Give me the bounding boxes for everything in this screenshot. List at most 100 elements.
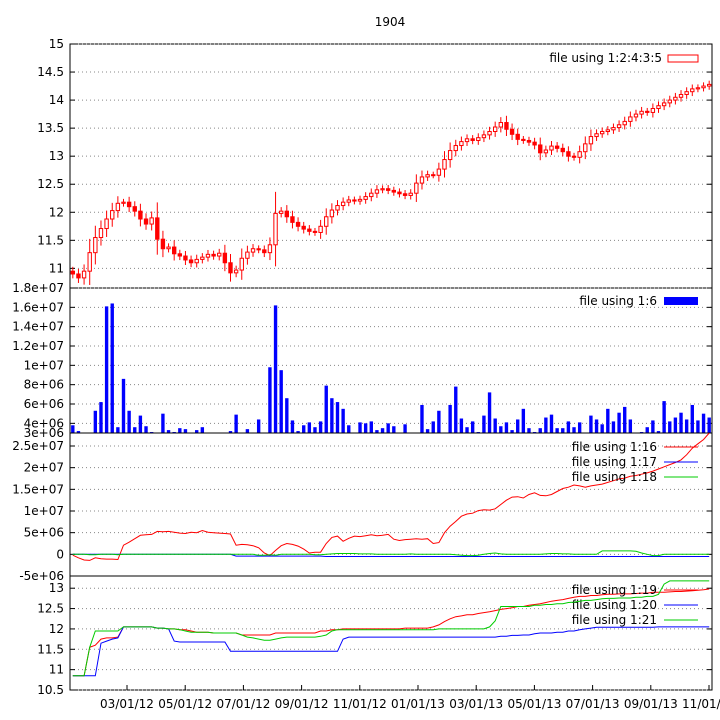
candle-body <box>171 246 177 255</box>
candle-body <box>588 136 594 145</box>
candle-body <box>233 269 239 274</box>
volume-bar <box>594 419 599 433</box>
volume-bar <box>341 408 345 433</box>
volume-bar <box>335 402 340 433</box>
volume-bar <box>380 428 385 433</box>
volume-bar <box>527 428 531 433</box>
candle-body <box>250 248 256 253</box>
volume-bar <box>116 427 120 433</box>
y-tick-label: 15 <box>49 37 64 51</box>
volume-bar <box>549 414 554 433</box>
volume-bar <box>245 429 250 433</box>
candle-body <box>335 205 340 211</box>
volume-bar <box>617 412 621 433</box>
candle-body <box>470 138 475 141</box>
legend-label: file using 1:19 <box>572 583 657 597</box>
volume-bar <box>144 426 148 433</box>
volume-bar <box>516 419 520 433</box>
x-tick-label: 11/01/13 <box>682 697 720 711</box>
volume-bar <box>577 422 582 433</box>
volume-bar <box>99 402 103 433</box>
volume-bar <box>662 401 666 433</box>
volume-bar <box>290 420 295 433</box>
candle-body <box>110 210 115 220</box>
candle-body <box>132 206 137 212</box>
volume-bar <box>375 430 379 433</box>
volume-bar <box>363 423 368 433</box>
legend-entry: file using 1:18 <box>572 470 698 484</box>
legend-label: file using 1:21 <box>572 613 657 627</box>
y-tick-label: 1.6e+07 <box>12 300 64 314</box>
candle-body <box>673 96 678 101</box>
candle-body <box>98 228 104 239</box>
candle-body <box>284 210 290 218</box>
series-line <box>72 580 710 677</box>
candle-body <box>245 251 250 259</box>
y-tick-label: -5e+06 <box>19 569 64 583</box>
volume-bar <box>448 404 452 433</box>
y-tick-label: 11 <box>49 261 64 275</box>
candle-body <box>532 141 537 146</box>
candle-body <box>515 133 520 140</box>
candle-body <box>453 145 458 152</box>
candle-body <box>481 134 487 139</box>
legend-label: file using 1:18 <box>572 470 657 484</box>
candle-body <box>301 225 306 230</box>
legend-label: file using 1:6 <box>579 294 657 308</box>
volume-bar <box>504 422 509 433</box>
legend-label: file using 1:16 <box>572 440 657 454</box>
y-tick-label: 8e+06 <box>24 378 64 392</box>
candle-body <box>76 273 81 279</box>
y-tick-label: 2.5e+07 <box>12 439 64 453</box>
candle-body <box>566 151 571 157</box>
legend: file using 1:6 <box>579 294 698 308</box>
x-tick-label: 05/01/13 <box>507 697 561 711</box>
volume-bar <box>493 418 497 433</box>
volume-bar <box>138 415 143 433</box>
volume-bar <box>420 404 424 433</box>
candle-body <box>166 246 171 250</box>
y-tick-label: 11.5 <box>37 642 64 656</box>
legend-label: file using 1:20 <box>572 598 657 612</box>
candle-body <box>340 201 346 207</box>
candle-body <box>188 259 194 264</box>
candle-body <box>639 110 644 115</box>
volume-bar <box>431 421 435 433</box>
candle-body <box>87 252 92 272</box>
volume-bar <box>200 427 205 433</box>
x-tick-label: 07/01/13 <box>566 697 620 711</box>
candle-body <box>312 230 318 233</box>
volume-bar <box>589 415 593 433</box>
volume-bar <box>178 428 182 433</box>
candle-body <box>290 216 295 223</box>
candle-body <box>442 159 447 170</box>
candle-body <box>363 196 368 200</box>
volume-bar <box>268 367 272 433</box>
y-tick-label: 11.5 <box>37 233 64 247</box>
volume-bar <box>183 429 188 433</box>
candle-body <box>706 83 712 87</box>
plot-frame <box>69 287 713 434</box>
volume-bar <box>161 413 165 433</box>
candle-body <box>408 192 413 196</box>
candle-body <box>492 126 498 133</box>
x-tick-label: 05/01/12 <box>158 697 212 711</box>
y-tick-label: 1.4e+07 <box>12 320 64 334</box>
x-tick-label: 07/01/12 <box>216 697 270 711</box>
legend-label: file using 1:2:4:3:5 <box>549 51 662 65</box>
volume-bar <box>279 370 283 433</box>
series-line <box>72 550 710 557</box>
volume-bar <box>651 420 655 433</box>
candle-body <box>543 149 549 154</box>
candle-body <box>521 138 526 141</box>
y-tick-label: 3e+06 <box>24 426 64 440</box>
candle-body <box>498 122 504 128</box>
candle-body <box>380 188 385 191</box>
candle-body <box>217 252 222 257</box>
volume-bar <box>386 423 390 433</box>
volume-bar <box>133 427 137 433</box>
volume-bar <box>572 427 576 433</box>
y-tick-label: 12 <box>49 205 64 219</box>
y-tick-label: 1.5e+07 <box>12 482 64 496</box>
